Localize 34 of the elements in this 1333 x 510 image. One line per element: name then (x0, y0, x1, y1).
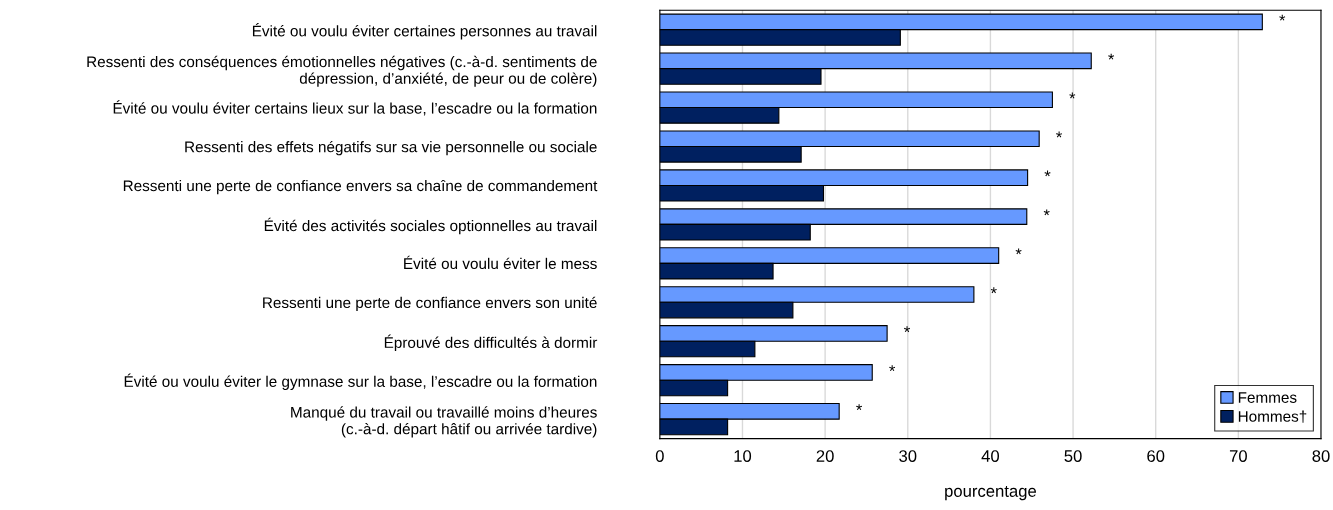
x-tick-label: 20 (816, 450, 834, 462)
x-tick-label: 70 (1229, 450, 1247, 462)
y-tick-label: Évité des activités sociales optionnelles au travail (264, 217, 597, 235)
annotation: * (1069, 92, 1076, 99)
annotation: * (856, 404, 863, 411)
annotation: * (990, 287, 997, 294)
legend-label: Femmes (1238, 392, 1297, 403)
annotation: * (904, 326, 910, 333)
x-tick-label: 80 (1312, 450, 1330, 462)
y-tick-label: Évité ou voulu éviter certains lieux sur la base, l’escadre ou la formation (113, 100, 597, 116)
y-tick-label: Évité ou voulu éviter le mess (404, 255, 597, 270)
y-tick-label: Ressenti des conséquences émotionnelles négatives (c.-à-d. sentiments de dépression, d’anxiété, de peur ou de colère) (87, 55, 597, 87)
x-tick-label: 0 (655, 450, 664, 462)
x-tick-label: 10 (734, 450, 752, 462)
annotation: * (1056, 131, 1063, 138)
y-tick-label: Éprouvé des difficultés à dormir (384, 334, 598, 352)
x-tick-label: 60 (1147, 450, 1165, 462)
annotation: * (1279, 14, 1286, 21)
annotation: * (1043, 209, 1050, 216)
annotation: * (1108, 53, 1115, 60)
y-tick-label: Ressenti des effets négatifs sur sa vie personnelle ou sociale (185, 140, 597, 156)
x-tick-label: 50 (1064, 450, 1082, 462)
legend-label: Hommes† (1238, 410, 1307, 423)
y-tick-label: Manqué du travail ou travaillé moins d’heures (c.-à-d. départ hâtif ou arrivée tardive) (291, 406, 597, 438)
y-tick-label: Évité ou voulu éviter certaines personnes au travail (252, 23, 597, 40)
y-tick-label: Évité ou voulu éviter le gymnase sur la base, l’escadre ou la formation (124, 373, 597, 390)
x-axis-title: pourcentage (945, 485, 1037, 501)
x-tick-label: 30 (899, 450, 917, 462)
y-tick-label: Ressenti une perte de confiance envers son unité (263, 296, 597, 312)
annotation: * (1044, 170, 1051, 177)
x-tick-label: 40 (981, 450, 1000, 462)
annotation: * (1015, 248, 1022, 255)
annotation: * (889, 365, 896, 372)
y-tick-label: Ressenti une perte de confiance envers sa chaîne de commandement (123, 179, 598, 195)
